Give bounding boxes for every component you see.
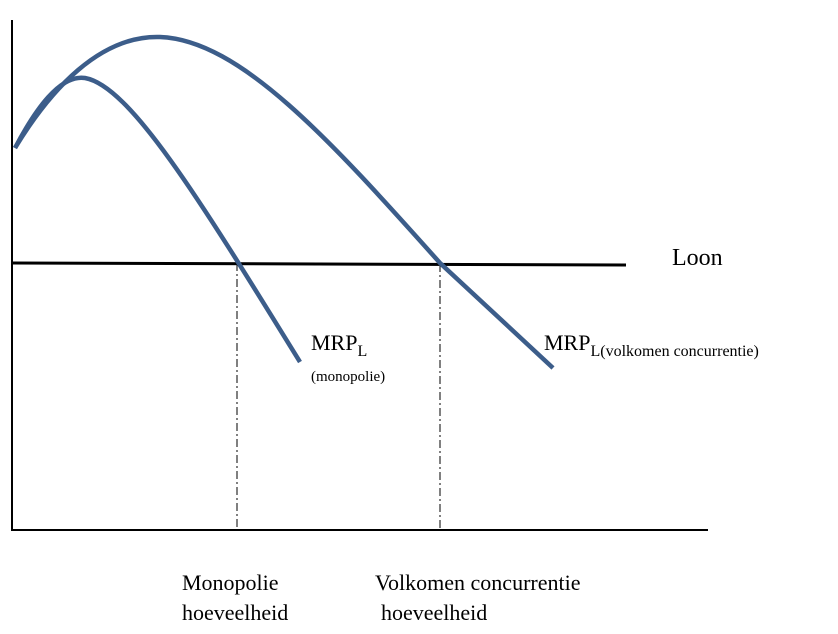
mrp-monopoly-label: MRPL — [311, 330, 367, 360]
mrp-subscript: L — [357, 343, 367, 360]
x-label-line1: Monopolie — [182, 570, 279, 595]
mrp-competition-curve — [13, 34, 555, 370]
x-label-line2: hoeveelheid — [381, 600, 487, 625]
mrp-main: MRP — [544, 330, 590, 355]
mrp-monopoly-curve — [13, 75, 302, 364]
wage-line — [11, 261, 627, 267]
mrp-monopoly-note: (monopolie) — [311, 369, 385, 385]
mrp-competition-label: MRPL(volkomen concurrentie) — [544, 330, 759, 360]
wage-label: Loon — [672, 245, 723, 271]
mrp-subscript: L(volkomen concurrentie) — [590, 343, 758, 360]
mrp-main: MRP — [311, 330, 357, 355]
x-label-line1: Volkomen concurrentie — [375, 570, 580, 595]
x-label-line2: hoeveelheid — [182, 600, 288, 625]
